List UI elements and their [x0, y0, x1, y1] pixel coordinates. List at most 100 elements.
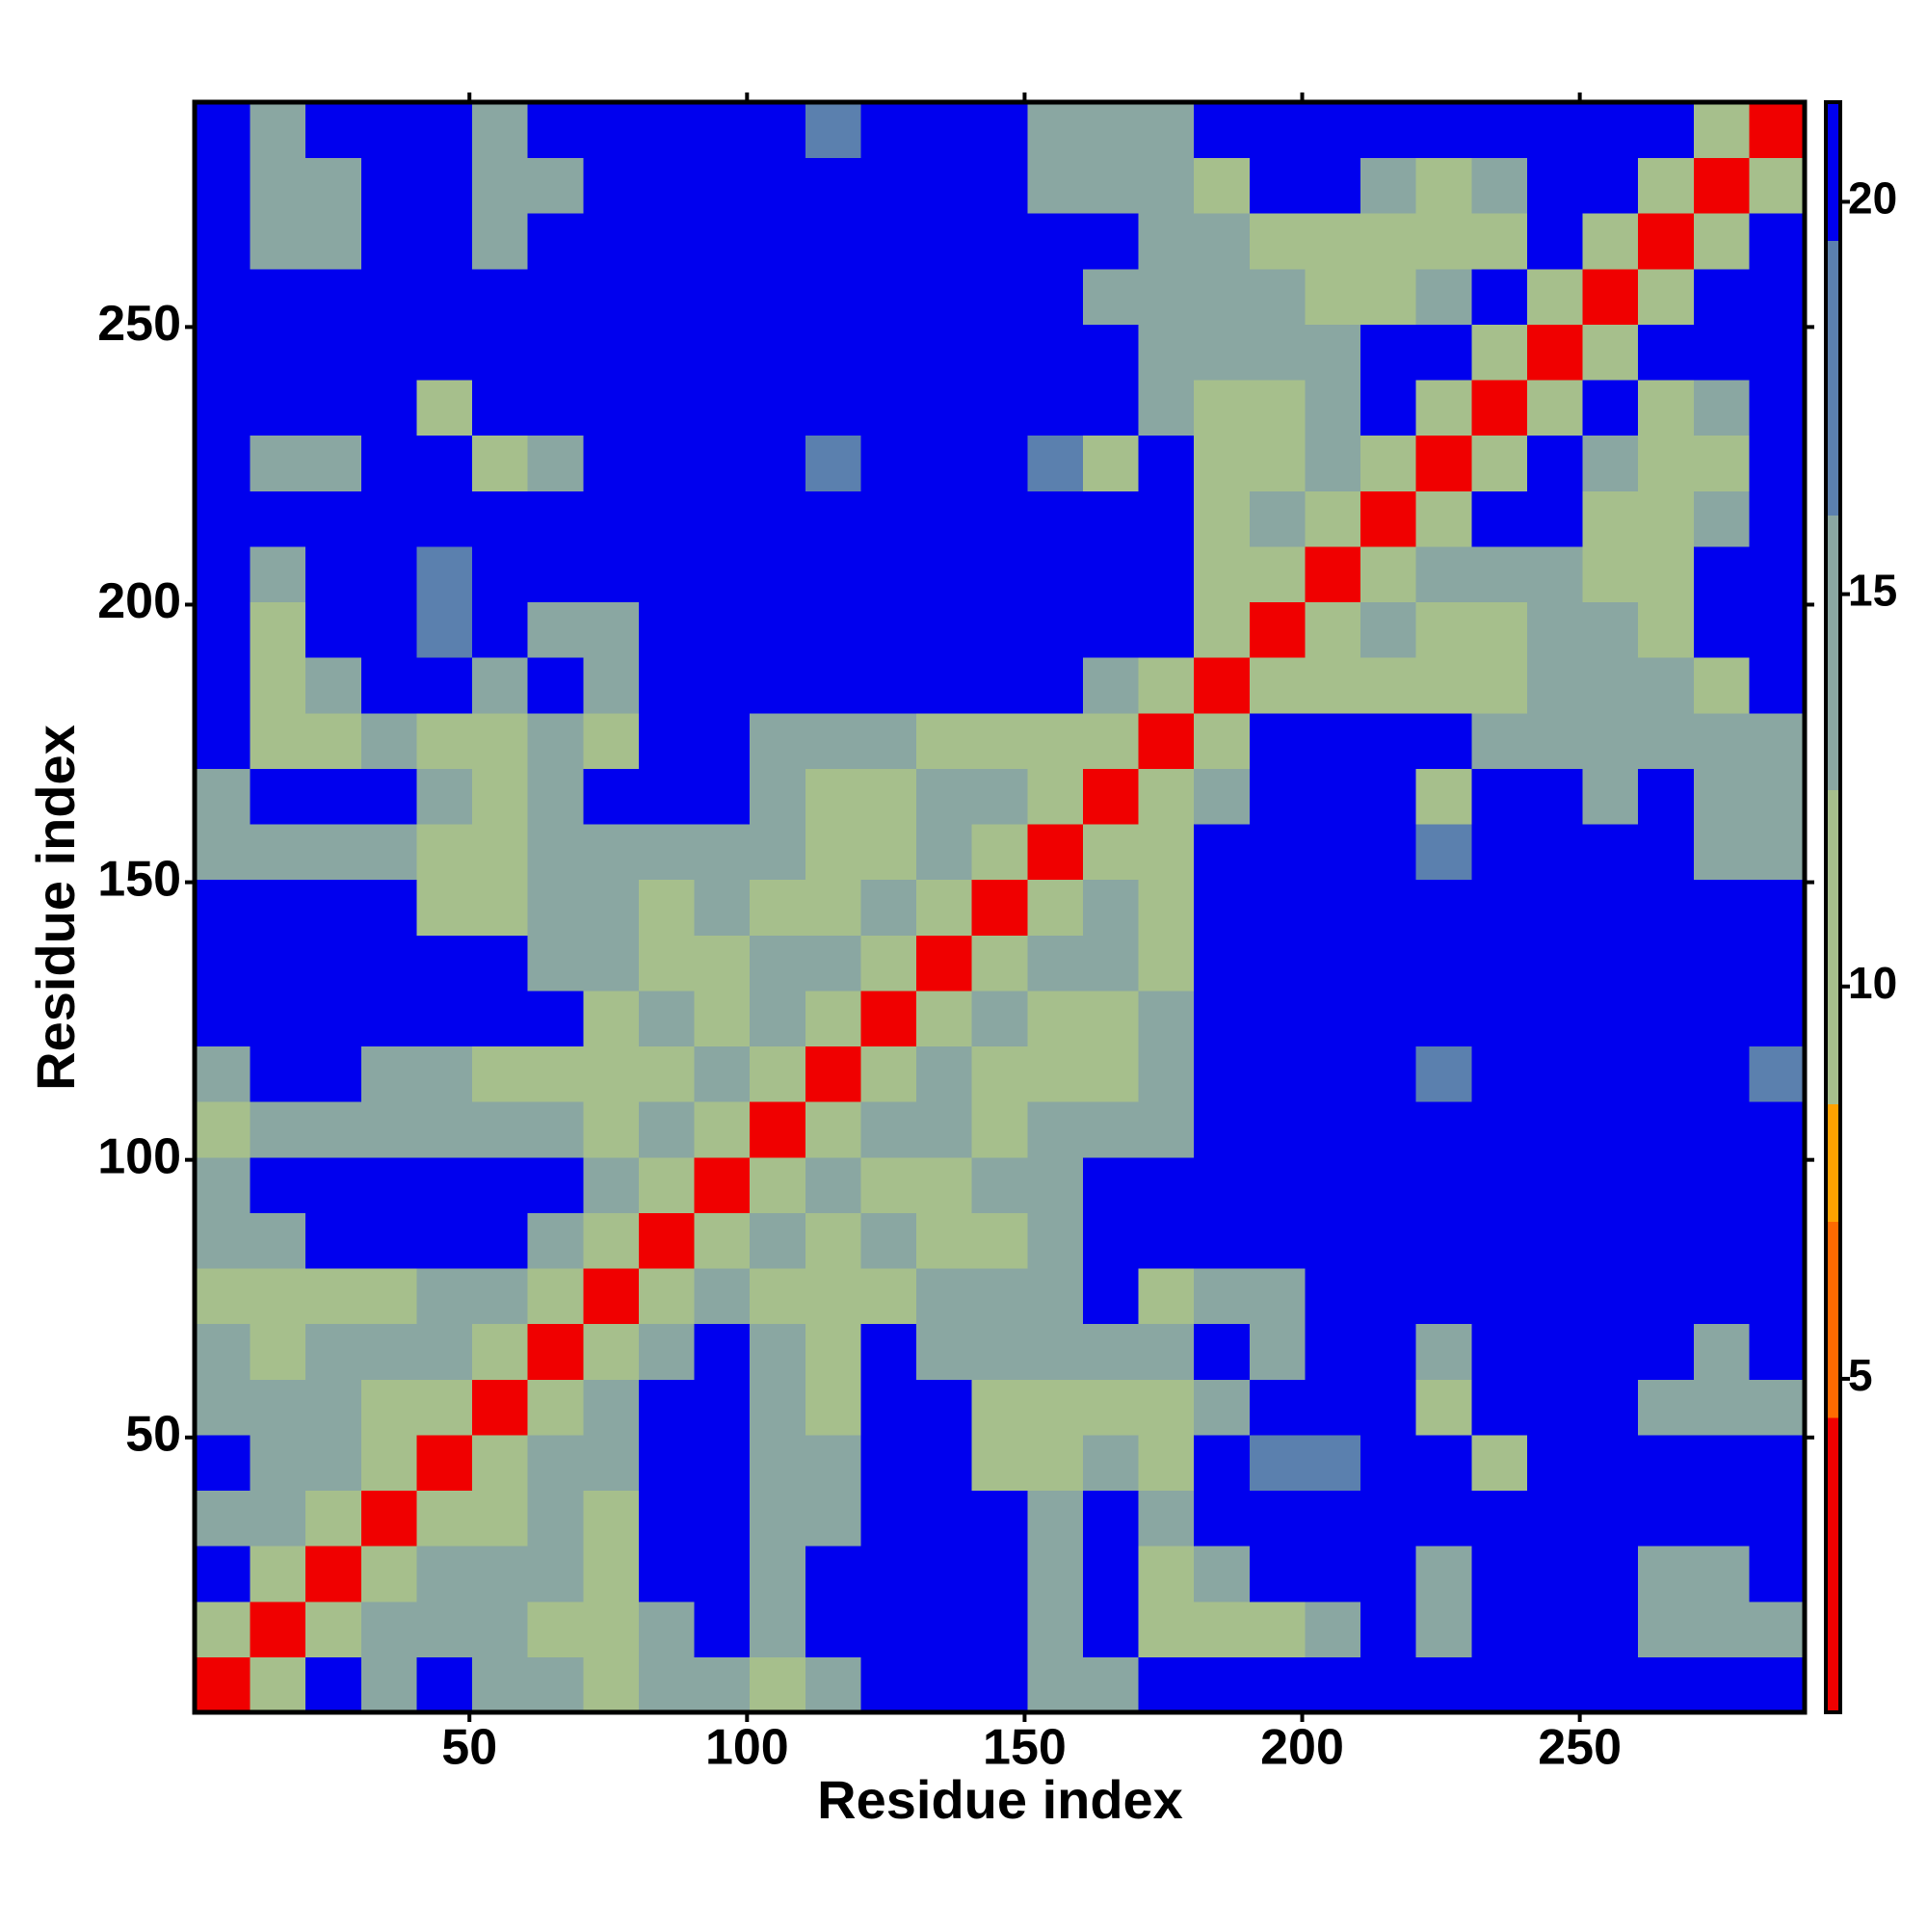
- heatmap-cell: [1360, 324, 1417, 381]
- heatmap-cell: [195, 1434, 251, 1492]
- heatmap-cell: [1082, 601, 1140, 658]
- heatmap-cell: [1415, 1156, 1472, 1213]
- heatmap-cell: [1749, 1156, 1806, 1213]
- heatmap-cell: [1415, 1212, 1472, 1269]
- heatmap-cell: [1693, 768, 1750, 825]
- heatmap-cell: [750, 545, 806, 603]
- heatmap-cell: [971, 490, 1028, 547]
- heatmap-cell: [527, 1156, 584, 1213]
- heatmap-cell: [1027, 1601, 1084, 1657]
- heatmap-cell: [1305, 1268, 1361, 1325]
- heatmap-cell: [1471, 1212, 1528, 1269]
- heatmap-cell: [360, 545, 417, 603]
- heatmap-cell: [416, 1268, 473, 1325]
- heatmap-cell: [1471, 545, 1528, 603]
- heatmap-cell: [305, 990, 362, 1047]
- heatmap-cell: [805, 657, 861, 714]
- heatmap-cell: [1305, 268, 1361, 325]
- colorbar-band: [1826, 102, 1840, 242]
- heatmap-cell: [1749, 380, 1806, 437]
- heatmap-cell: [638, 545, 696, 603]
- heatmap-cell: [694, 990, 751, 1047]
- heatmap-cell: [472, 990, 529, 1047]
- heatmap-cell: [971, 1101, 1028, 1158]
- heatmap-cell: [916, 435, 973, 491]
- heatmap-cell: [472, 824, 529, 881]
- heatmap-cell: [1138, 1379, 1195, 1436]
- heatmap-cell: [360, 1212, 417, 1269]
- heatmap-cell: [971, 380, 1028, 437]
- heatmap-cell: [1582, 824, 1639, 881]
- heatmap-cell: [472, 1045, 529, 1102]
- heatmap-cell: [1249, 601, 1306, 658]
- heatmap-cell: [1749, 545, 1806, 603]
- heatmap-cell: [1693, 380, 1750, 437]
- heatmap-cell: [916, 1323, 973, 1380]
- heatmap-cell: [1360, 657, 1417, 714]
- heatmap-cell: [1305, 1156, 1361, 1213]
- heatmap-cell: [416, 601, 473, 658]
- heatmap-cell: [305, 1656, 362, 1713]
- heatmap-cell: [305, 1490, 362, 1547]
- heatmap-cell: [1749, 213, 1806, 270]
- heatmap-cell: [472, 657, 529, 714]
- heatmap-cell: [1415, 1601, 1472, 1657]
- heatmap-cell: [250, 1045, 306, 1102]
- heatmap-cell: [1082, 268, 1140, 325]
- heatmap-cell: [1638, 1546, 1695, 1602]
- heatmap-cell: [1471, 268, 1528, 325]
- heatmap-cell: [360, 1323, 417, 1380]
- colorbar-band: [1826, 1222, 1840, 1418]
- heatmap-cell: [195, 1212, 251, 1269]
- heatmap-cell: [1693, 1101, 1750, 1158]
- heatmap-cell: [527, 935, 584, 992]
- heatmap-cell: [694, 324, 751, 381]
- heatmap-cell: [1138, 1546, 1195, 1602]
- heatmap-cell: [472, 1156, 529, 1213]
- heatmap-cell: [472, 324, 529, 381]
- heatmap-cell: [583, 1601, 640, 1657]
- heatmap-cell: [583, 1546, 640, 1602]
- heatmap-cell: [1138, 824, 1195, 881]
- heatmap-cell: [694, 1656, 751, 1713]
- heatmap-cell: [1471, 1490, 1528, 1547]
- heatmap-cell: [1582, 1656, 1639, 1713]
- heatmap-cell: [527, 1490, 584, 1547]
- heatmap-cell: [805, 712, 861, 769]
- heatmap-cell: [1082, 1601, 1140, 1657]
- heatmap-cell: [805, 380, 861, 437]
- heatmap-cell: [1471, 1656, 1528, 1713]
- heatmap-cell: [694, 213, 751, 270]
- heatmap-cell: [860, 1434, 917, 1492]
- heatmap-cell: [527, 1045, 584, 1102]
- y-tick-label: 200: [97, 573, 181, 629]
- heatmap-cell: [1138, 545, 1195, 603]
- heatmap-cell: [694, 601, 751, 658]
- heatmap-cell: [583, 1490, 640, 1547]
- heatmap-cell: [1471, 935, 1528, 992]
- heatmap-cell: [916, 935, 973, 992]
- heatmap-cell: [1526, 935, 1584, 992]
- heatmap-cell: [1249, 1434, 1306, 1492]
- heatmap-cell: [1082, 1101, 1140, 1158]
- heatmap-cell: [195, 1546, 251, 1602]
- heatmap-cell: [472, 1268, 529, 1325]
- heatmap-cell: [638, 102, 696, 159]
- heatmap-cell: [1526, 1490, 1584, 1547]
- heatmap-cell: [195, 657, 251, 714]
- heatmap-cell: [1526, 157, 1584, 214]
- heatmap-cell: [583, 879, 640, 936]
- heatmap-cell: [1582, 601, 1639, 658]
- heatmap-cell: [916, 1268, 973, 1325]
- heatmap-cell: [805, 1101, 861, 1158]
- heatmap-cell: [1027, 1101, 1084, 1158]
- heatmap-cell: [1249, 1268, 1306, 1325]
- heatmap-cell: [750, 768, 806, 825]
- heatmap-cell: [305, 157, 362, 214]
- heatmap-cell: [1749, 268, 1806, 325]
- heatmap-cell: [1305, 935, 1361, 992]
- heatmap-cell: [360, 435, 417, 491]
- heatmap-cell: [750, 102, 806, 159]
- heatmap-cell: [1194, 1546, 1251, 1602]
- heatmap-cell: [860, 1656, 917, 1713]
